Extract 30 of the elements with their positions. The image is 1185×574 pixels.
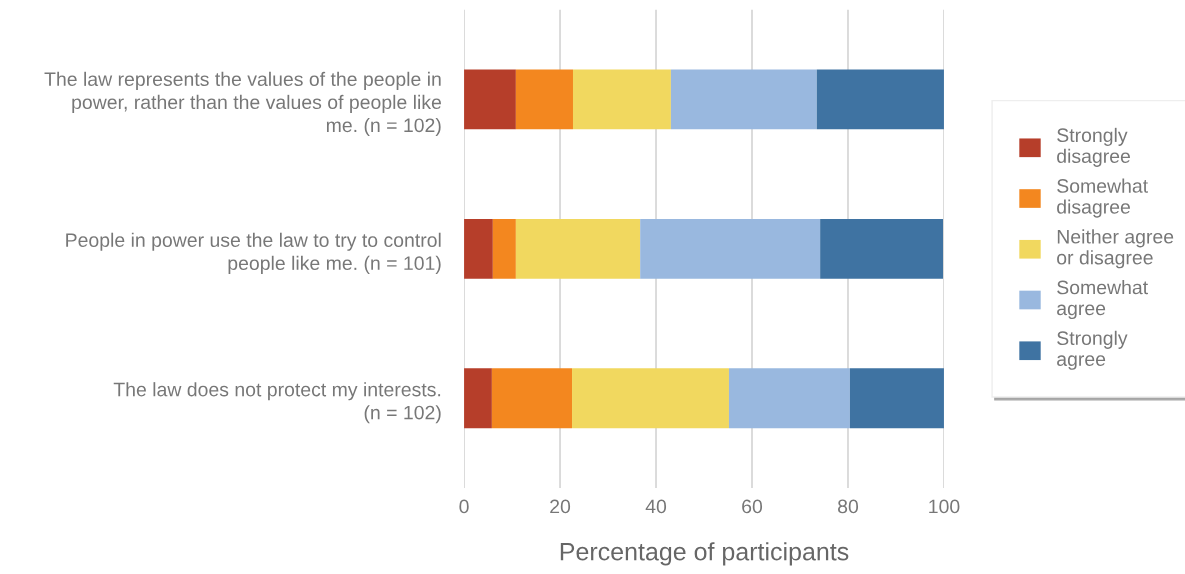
legend-label: Somewhat disagree xyxy=(1057,178,1148,218)
y-tick-label: The law does not protect my interests. (n = 102) xyxy=(113,382,441,424)
legend-label: Neither agree or disagree xyxy=(1057,229,1174,269)
bar xyxy=(670,69,817,130)
bar xyxy=(464,368,492,429)
x-tick-label: 20 xyxy=(550,499,571,514)
bar xyxy=(515,69,573,130)
x-axis-title: Percentage of participants xyxy=(560,542,849,566)
bar xyxy=(816,69,944,130)
bar xyxy=(491,368,573,429)
x-tick-label: 60 xyxy=(742,499,763,514)
bar xyxy=(728,368,850,429)
bar xyxy=(640,218,821,279)
bar xyxy=(849,368,944,429)
x-tick-label: 100 xyxy=(929,499,960,514)
bar xyxy=(464,69,516,130)
bar xyxy=(515,218,641,279)
x-tick-label: 0 xyxy=(459,499,469,514)
bar xyxy=(464,218,493,279)
legend-label: Strongly disagree xyxy=(1057,127,1130,167)
legend-label: Somewhat agree xyxy=(1057,280,1148,320)
bar xyxy=(492,218,516,279)
bar xyxy=(820,218,944,279)
x-tick-label: 40 xyxy=(645,499,667,514)
legend-label: Strongly agree xyxy=(1057,330,1128,370)
y-tick-label: The law represents the values of the people in power, rather than the values of people like me. (n = 102) xyxy=(44,71,441,136)
y-tick-label: People in power use the law to try to control people like me. (n = 101) xyxy=(66,232,441,274)
bar xyxy=(572,69,671,130)
bar xyxy=(572,368,729,429)
x-tick-label: 80 xyxy=(838,499,859,514)
